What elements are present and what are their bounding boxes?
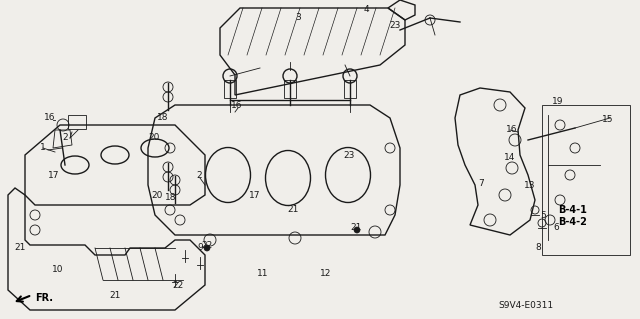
Text: 21: 21 [287,205,299,214]
Text: 21: 21 [350,224,362,233]
Text: 18: 18 [165,194,177,203]
Text: 5: 5 [540,211,546,219]
Text: FR.: FR. [35,293,53,303]
Text: 9: 9 [197,243,203,253]
Text: 2: 2 [196,170,202,180]
Text: 3: 3 [295,13,301,23]
Text: 18: 18 [157,114,169,122]
Text: 20: 20 [151,190,163,199]
Circle shape [354,227,360,233]
Text: 16: 16 [506,125,518,135]
Text: 17: 17 [249,190,260,199]
Text: 16: 16 [44,114,56,122]
Text: S9V4-E0311: S9V4-E0311 [498,300,553,309]
Text: 20: 20 [148,133,160,143]
Text: 12: 12 [320,269,332,278]
Text: 23: 23 [343,151,355,160]
Text: 6: 6 [553,224,559,233]
Text: 23: 23 [389,20,401,29]
Text: 4: 4 [363,5,369,14]
Text: 11: 11 [257,269,269,278]
Text: 14: 14 [504,153,516,162]
Text: B-4-2: B-4-2 [558,217,587,227]
Text: 1: 1 [40,144,46,152]
Circle shape [204,245,210,251]
Text: 19: 19 [552,98,564,107]
Text: 13: 13 [524,181,536,189]
Text: B-4-1: B-4-1 [558,205,587,215]
Text: 7: 7 [478,180,484,189]
Text: 22: 22 [172,280,184,290]
Text: 15: 15 [602,115,614,124]
Text: 21: 21 [109,292,121,300]
Text: 8: 8 [535,243,541,253]
Text: 22: 22 [202,241,212,249]
Text: 16: 16 [231,100,243,109]
Text: 10: 10 [52,265,64,275]
Text: 17: 17 [48,170,60,180]
Text: 2: 2 [62,133,68,143]
Text: 21: 21 [14,243,26,253]
